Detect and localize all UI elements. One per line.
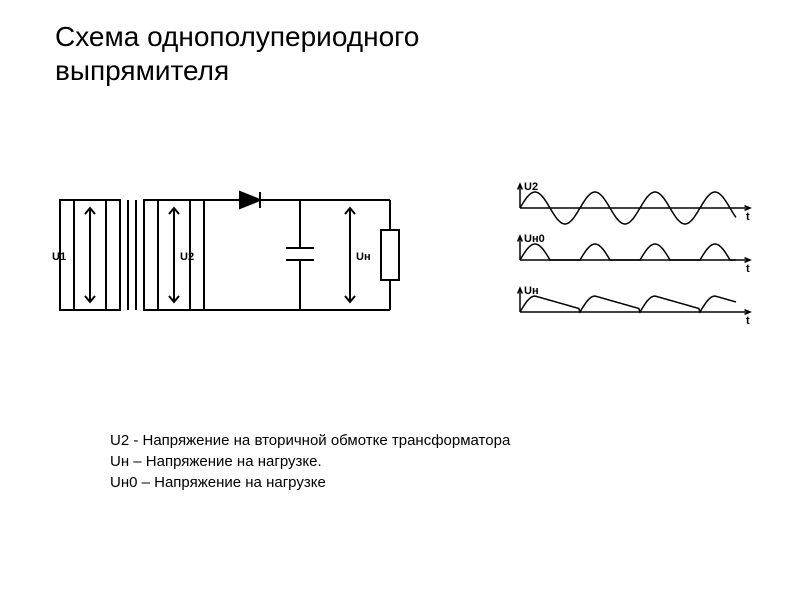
title-line-1: Схема однополупериодного [55,21,419,52]
wf-ylabel: U2 [524,181,538,193]
page-title: Схема однополупериодного выпрямителя [55,20,419,87]
waveform-plots: U2 t Uн0 t Uн t [500,180,760,350]
legend-text: U2 - Напряжение на вторичной обмотке тра… [110,430,510,493]
wf-ylabel: Uн0 [524,233,545,245]
load-resistor [381,200,399,310]
label-un: Uн [356,251,371,263]
waveform-halfwave [520,244,736,260]
wf-xlabel: t [746,263,750,275]
legend-line-2: Uн – Напряжение на нагрузке. [110,451,510,472]
waveform-filtered [520,296,736,312]
diode-symbol [240,192,260,208]
circuit-diagram: U1 U2 Uн [50,190,430,340]
legend-line-3: Uн0 – Напряжение на нагрузке [110,472,510,493]
label-u1: U1 [52,251,66,263]
wf-xlabel: t [746,211,750,223]
legend-line-1: U2 - Напряжение на вторичной обмотке тра… [110,430,510,451]
capacitor-symbol [286,200,314,310]
label-u2: U2 [180,251,194,263]
wf-xlabel: t [746,315,750,327]
wf-ylabel: Uн [524,285,539,297]
title-line-2: выпрямителя [55,55,229,86]
